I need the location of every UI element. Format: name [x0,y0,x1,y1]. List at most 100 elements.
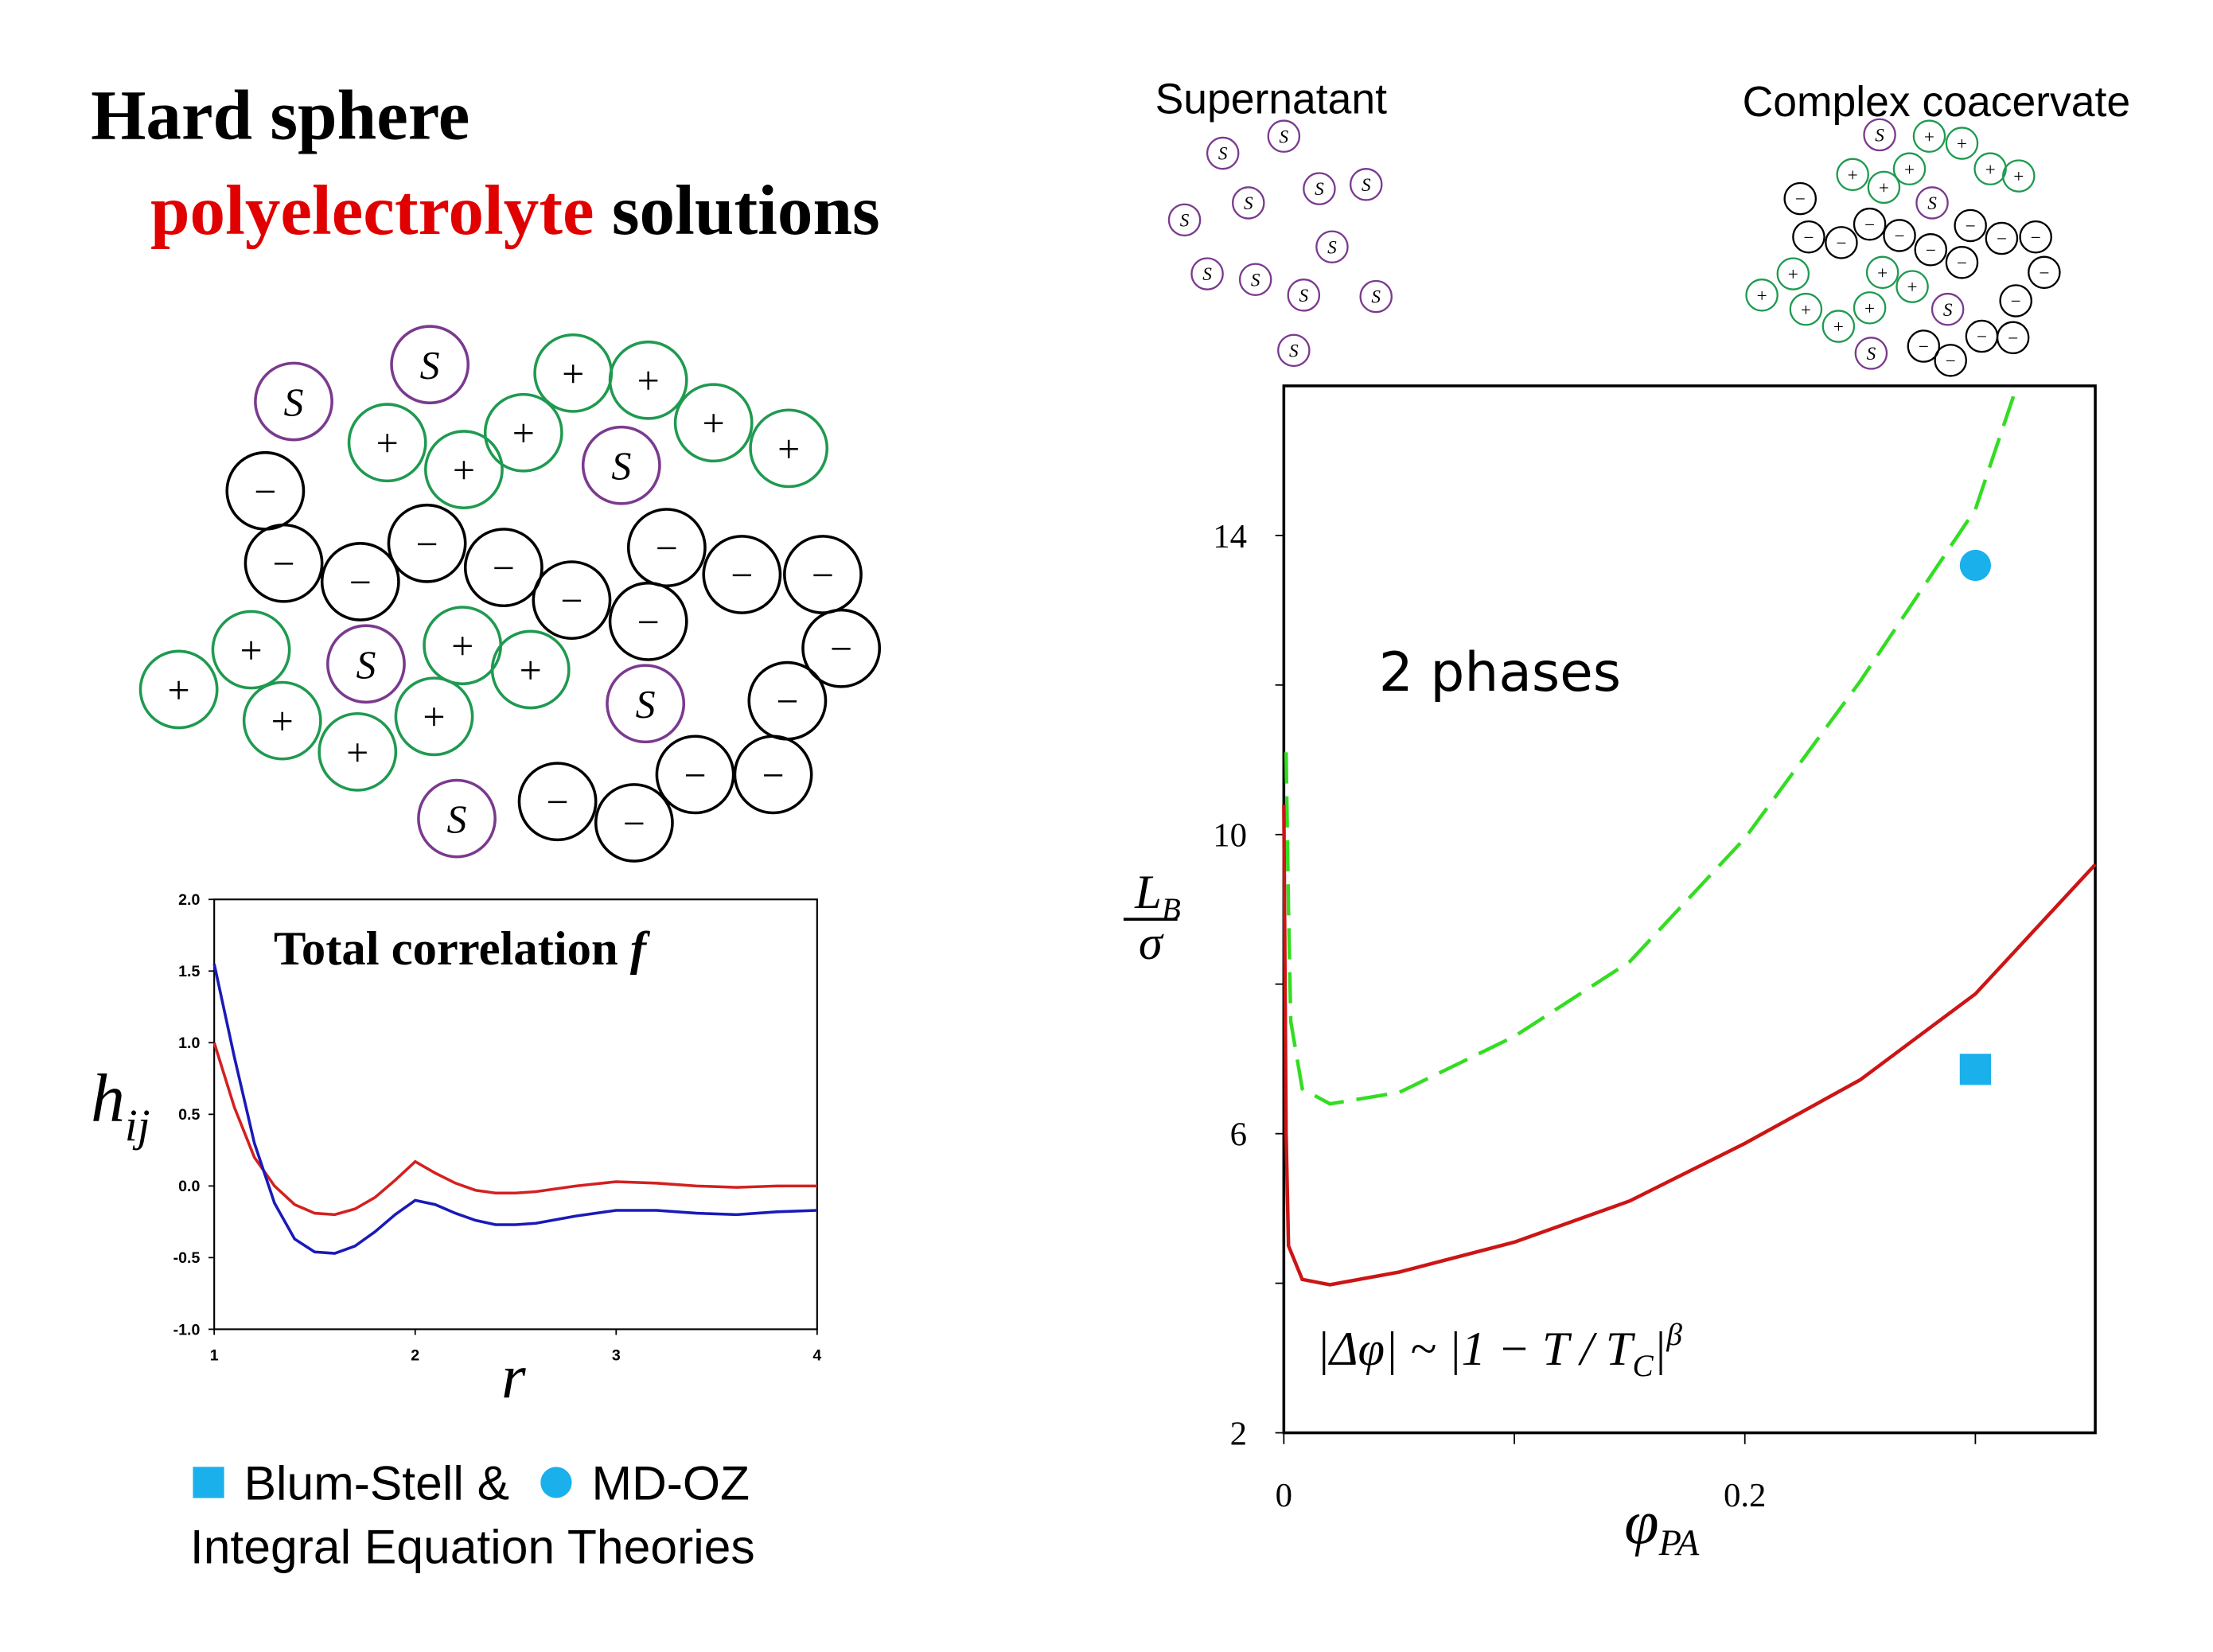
particle [1954,208,1987,243]
particle [390,325,470,405]
particle-symbol: + [703,402,725,446]
particle-symbol: S [1943,300,1953,321]
formula-sup: β [1666,1318,1682,1352]
particle-symbol: − [1795,189,1806,210]
particle [2028,255,2061,290]
particle [1934,344,1967,377]
particle [1853,207,1887,241]
title-line1: Hard sphere [91,77,469,155]
particle-symbol: − [830,627,852,671]
particle [749,408,829,489]
particle-symbol: − [656,527,678,571]
particle [1783,181,1818,216]
particle-symbol: S [1202,264,1212,285]
particle [673,383,754,463]
particle-symbol: S [1251,270,1260,290]
particle-symbol: − [1836,233,1846,254]
particle-symbol: − [493,547,515,590]
particle [655,734,735,815]
particle [1190,257,1224,290]
particle [1267,119,1301,153]
particle [1303,172,1336,205]
particle-symbol: + [1788,264,1798,285]
particle [1863,118,1896,152]
particle-symbol: S [284,380,304,424]
particle-symbol: − [1966,216,1976,237]
particle-symbol: − [2011,291,2021,312]
particle-symbol: + [1877,263,1888,283]
coacervate-label: Complex coacervate [1743,79,2130,126]
particle-symbol: S [1362,175,1371,196]
particle [1895,270,1929,303]
particle-symbol: − [623,801,645,845]
particle-symbol: − [272,542,294,586]
particle [1167,203,1202,237]
particle [1315,230,1349,263]
particle [463,528,544,608]
particle [394,676,474,757]
particle-symbol: + [1907,277,1918,298]
particle-symbol: − [1919,337,1929,357]
formula: |Δφ| ~ |1 − T / TC|β [1316,1318,1682,1383]
symbol: φ [1624,1488,1658,1557]
title-rest: solutions [612,172,880,250]
particle-symbol: − [547,781,569,824]
particle [2002,159,2036,193]
particle [244,523,324,603]
particle-symbol: S [611,444,631,488]
particle [1945,127,1979,160]
particle [1945,246,1979,279]
particle [532,560,612,641]
supernatant-label: Supernatant [1155,76,1387,123]
particle [1821,310,1856,343]
particle-symbol: − [731,553,753,597]
particle [1825,226,1858,259]
particle [1287,279,1321,312]
particle [1853,291,1887,325]
subscript: PA [1658,1523,1700,1564]
particle [608,581,688,661]
particle-symbol: − [2031,228,2041,248]
y-tick-label: 1.0 [178,1034,200,1052]
particle [1206,136,1240,170]
particle-symbol: S [1867,344,1876,364]
x-axis-label: r [501,1342,526,1411]
y-axis-denominator: σ [1139,917,1164,970]
particle-symbol: + [423,695,445,739]
particle [211,610,291,690]
particle-symbol: + [2013,166,2024,187]
particle-symbol: + [637,359,660,403]
particle [801,608,882,688]
particle [326,624,406,704]
particle [1907,329,1941,363]
particle [138,649,219,730]
particle [626,508,707,588]
legend-label: Blum-Stell & [244,1455,509,1510]
particle-symbol: − [1946,351,1956,372]
x-tick-label: 3 [612,1347,621,1365]
particle-symbol: + [453,449,475,493]
particle [1931,292,1965,326]
particle-symbol: S [636,683,656,727]
line [212,963,817,1255]
title-text: Total correlation [274,922,618,976]
particle-symbol: S [447,797,467,841]
particle [483,392,563,473]
particle-symbol: − [1926,240,1936,261]
legend-circle [540,1467,572,1498]
particle [1359,279,1393,314]
particle-symbol: − [1894,226,1904,247]
particle-symbol: + [271,699,294,743]
annotation: 2 phases [1379,641,1621,703]
particle-symbol: − [637,600,660,644]
y-tick-label: -0.5 [173,1249,201,1267]
particle [242,680,322,761]
line [1282,805,2097,1287]
formula-close: | [1654,1323,1667,1376]
particle [1912,119,1946,153]
particle [417,778,497,859]
particle [606,664,686,744]
particle-symbol: S [1280,127,1289,147]
particle-symbol: + [1757,286,1767,306]
